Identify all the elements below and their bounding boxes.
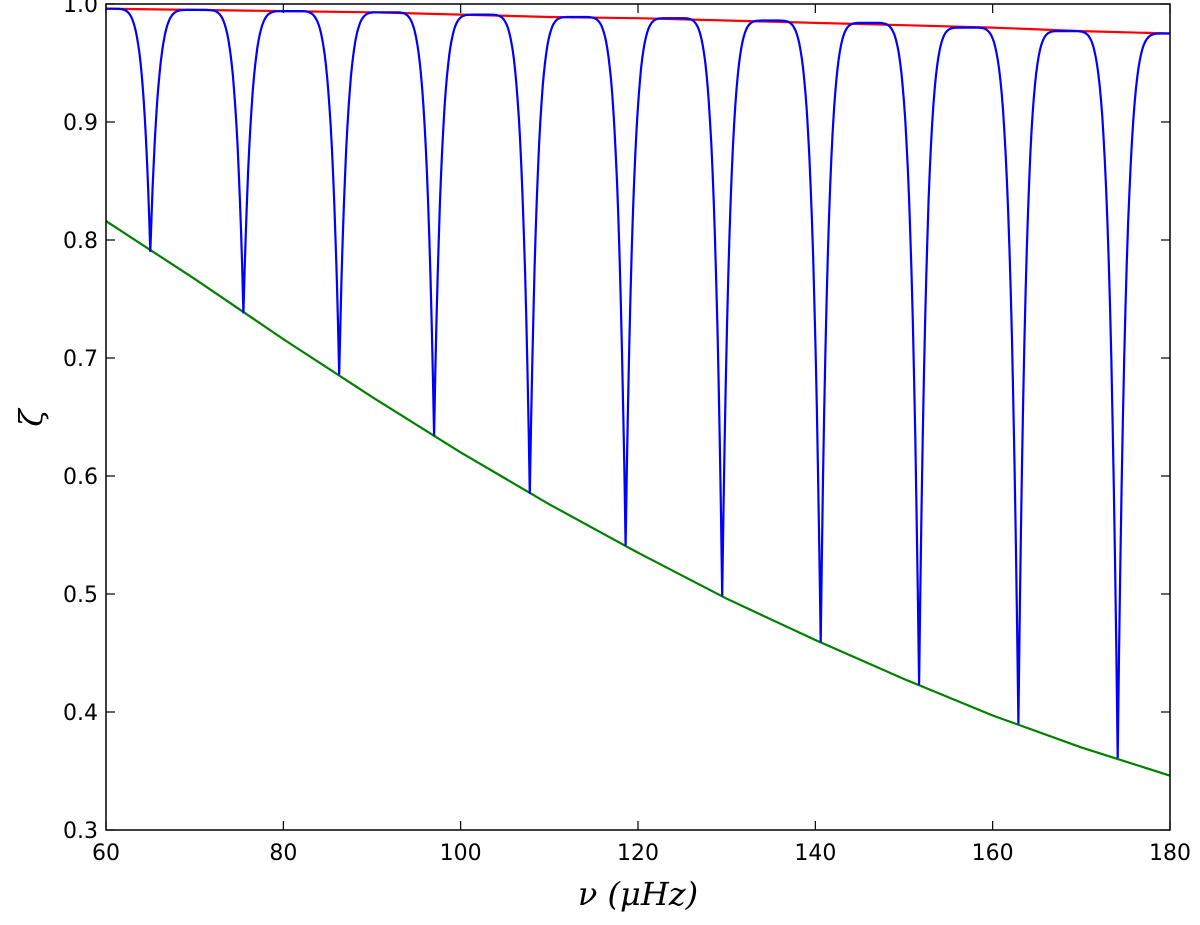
- x-tick-label: 100: [440, 841, 482, 866]
- x-tick-label: 120: [617, 841, 659, 866]
- x-tick-label: 140: [794, 841, 836, 866]
- x-tick-label: 180: [1149, 841, 1191, 866]
- y-tick-label: 0.4: [63, 701, 98, 726]
- x-tick-label: 160: [972, 841, 1014, 866]
- y-tick-label: 0.8: [63, 229, 98, 254]
- y-tick-label: 0.5: [63, 583, 98, 608]
- y-tick-label: 0.7: [63, 347, 98, 372]
- series-line-2: [106, 7, 1170, 759]
- y-tick-label: 0.3: [63, 819, 98, 844]
- x-axis-label: ν (μHz): [578, 875, 698, 913]
- series-line-1: [105, 220, 1171, 777]
- y-axis-label: ζ: [12, 408, 50, 427]
- x-tick-label: 80: [269, 841, 297, 866]
- y-tick-label: 0.9: [63, 111, 98, 136]
- x-tick-label: 60: [92, 841, 120, 866]
- y-tick-label: 1.0: [63, 0, 98, 18]
- y-tick-label: 0.6: [63, 465, 98, 490]
- plot-frame: [105, 3, 1171, 831]
